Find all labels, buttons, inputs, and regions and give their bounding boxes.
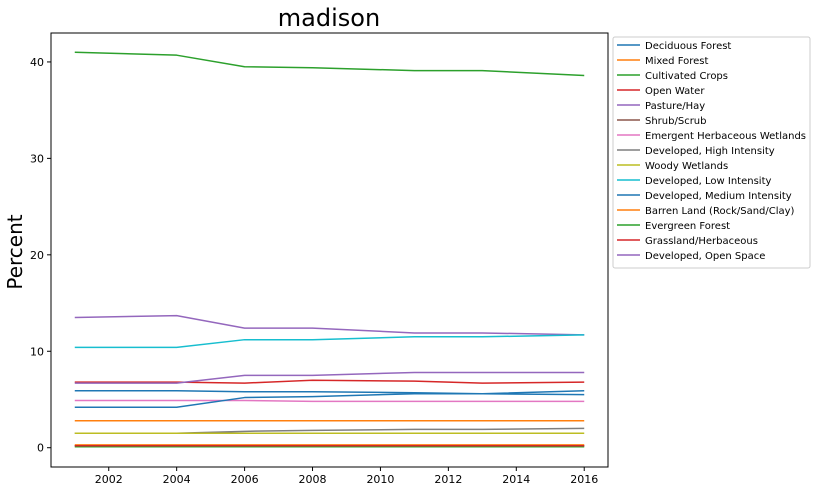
legend-label-4: Pasture/Hay xyxy=(645,101,705,112)
legend-label-5: Shrub/Scrub xyxy=(645,116,707,127)
x-tick-label-2008: 2008 xyxy=(299,473,327,486)
chart-title: madison xyxy=(278,4,380,32)
legend-label-10: Developed, Medium Intensity xyxy=(645,191,792,202)
series-line-2 xyxy=(74,51,585,77)
legend-label-14: Developed, Open Space xyxy=(645,251,765,262)
x-tick-label-2006: 2006 xyxy=(231,473,259,486)
legend-label-9: Developed, Low Intensity xyxy=(645,176,772,187)
plot-area: 2002 2004 2006 2008 2010 2012 2014 2016 0 10 20 30 4… xyxy=(30,32,609,486)
series-line-14 xyxy=(74,371,585,384)
y-tick-label-10: 10 xyxy=(30,345,44,358)
x-tick-label-2012: 2012 xyxy=(434,473,462,486)
x-tick-label-2002: 2002 xyxy=(95,473,123,486)
series-line-3 xyxy=(74,379,585,384)
legend-label-2: Cultivated Crops xyxy=(645,71,728,82)
legend-label-3: Open Water xyxy=(645,86,705,97)
legend-label-11: Barren Land (Rock/Sand/Clay) xyxy=(645,206,795,217)
x-tick-label-2016: 2016 xyxy=(570,473,598,486)
plot-frame xyxy=(50,32,609,468)
legend: Deciduous Forest Mixed Forest Cultivated C… xyxy=(612,36,811,269)
legend-label-12: Evergreen Forest xyxy=(645,221,730,232)
legend-label-6: Emergent Herbaceous Wetlands xyxy=(645,131,806,142)
legend-label-13: Grassland/Herbaceous xyxy=(645,236,758,247)
series-line-4 xyxy=(74,314,585,336)
x-tick-label-2014: 2014 xyxy=(502,473,530,486)
y-tick-label-40: 40 xyxy=(30,56,44,69)
x-tick-label-2010: 2010 xyxy=(366,473,394,486)
y-tick-label-0: 0 xyxy=(37,442,44,455)
series-line-6 xyxy=(74,399,585,403)
legend-label-0: Deciduous Forest xyxy=(645,41,731,52)
y-tick-label-30: 30 xyxy=(30,152,44,165)
y-axis-label: Percent xyxy=(3,214,27,289)
legend-box xyxy=(612,36,811,269)
x-tick-label-2004: 2004 xyxy=(163,473,191,486)
series-line-9 xyxy=(74,334,585,349)
legend-label-7: Developed, High Intensity xyxy=(645,146,775,157)
legend-label-8: Woody Wetlands xyxy=(645,161,728,172)
series-line-10 xyxy=(74,390,585,408)
y-tick-label-20: 20 xyxy=(30,249,44,262)
legend-label-1: Mixed Forest xyxy=(645,56,708,67)
